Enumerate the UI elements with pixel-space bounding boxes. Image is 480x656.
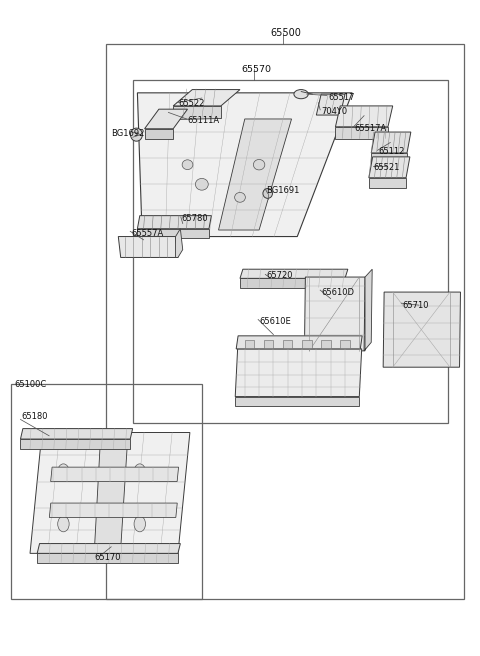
Ellipse shape <box>182 160 193 170</box>
Text: 65517A: 65517A <box>355 124 387 133</box>
Polygon shape <box>51 467 179 482</box>
Polygon shape <box>137 229 209 238</box>
Polygon shape <box>37 544 180 554</box>
Text: 65780: 65780 <box>182 214 208 223</box>
Polygon shape <box>371 132 411 153</box>
Bar <box>245 340 254 348</box>
Text: BG1692: BG1692 <box>111 129 144 138</box>
Text: 65112: 65112 <box>378 147 405 156</box>
Text: 65180: 65180 <box>22 412 48 420</box>
Text: 65111A: 65111A <box>188 116 220 125</box>
Circle shape <box>58 464 69 480</box>
Text: 65521: 65521 <box>373 163 400 173</box>
Polygon shape <box>37 554 178 563</box>
Polygon shape <box>144 109 188 129</box>
Polygon shape <box>218 119 291 230</box>
Polygon shape <box>144 129 173 138</box>
Text: 704Y0: 704Y0 <box>321 108 347 116</box>
Polygon shape <box>173 106 221 119</box>
Text: 65570: 65570 <box>242 66 272 75</box>
Polygon shape <box>95 436 128 549</box>
Polygon shape <box>173 90 240 106</box>
Polygon shape <box>137 93 352 237</box>
Polygon shape <box>369 178 406 188</box>
Text: BG1691: BG1691 <box>266 186 300 195</box>
Text: 65170: 65170 <box>95 554 121 562</box>
Ellipse shape <box>131 128 143 141</box>
Polygon shape <box>336 106 393 127</box>
Circle shape <box>134 464 145 480</box>
Text: 65610E: 65610E <box>259 317 291 326</box>
Polygon shape <box>364 269 372 351</box>
Text: 65710: 65710 <box>402 300 429 310</box>
Polygon shape <box>336 127 388 138</box>
Polygon shape <box>371 153 407 163</box>
Text: 65517: 65517 <box>328 93 355 102</box>
Polygon shape <box>383 292 460 367</box>
Polygon shape <box>30 432 190 554</box>
Polygon shape <box>176 229 183 257</box>
Polygon shape <box>369 157 410 178</box>
Polygon shape <box>137 216 211 229</box>
Polygon shape <box>236 336 362 349</box>
Polygon shape <box>21 439 130 449</box>
Ellipse shape <box>263 188 273 198</box>
Bar <box>264 340 274 348</box>
Bar <box>283 340 292 348</box>
Text: 65610D: 65610D <box>321 287 354 297</box>
Bar <box>321 340 331 348</box>
Polygon shape <box>240 269 348 278</box>
Ellipse shape <box>253 159 265 170</box>
Ellipse shape <box>195 178 208 190</box>
Text: 65500: 65500 <box>270 28 301 38</box>
Bar <box>340 340 350 348</box>
Bar <box>302 340 312 348</box>
Polygon shape <box>304 277 365 351</box>
Ellipse shape <box>294 90 308 98</box>
Circle shape <box>58 516 69 532</box>
Circle shape <box>134 516 145 532</box>
Polygon shape <box>316 94 345 115</box>
Text: 65100C: 65100C <box>15 380 47 389</box>
Polygon shape <box>21 428 132 439</box>
Text: 65522: 65522 <box>178 100 204 108</box>
Polygon shape <box>118 237 178 257</box>
Text: 65557A: 65557A <box>131 229 164 237</box>
Text: 65720: 65720 <box>266 271 293 280</box>
Polygon shape <box>235 397 360 406</box>
Polygon shape <box>49 503 177 518</box>
Polygon shape <box>240 278 345 287</box>
Ellipse shape <box>235 192 245 202</box>
Polygon shape <box>235 349 362 397</box>
